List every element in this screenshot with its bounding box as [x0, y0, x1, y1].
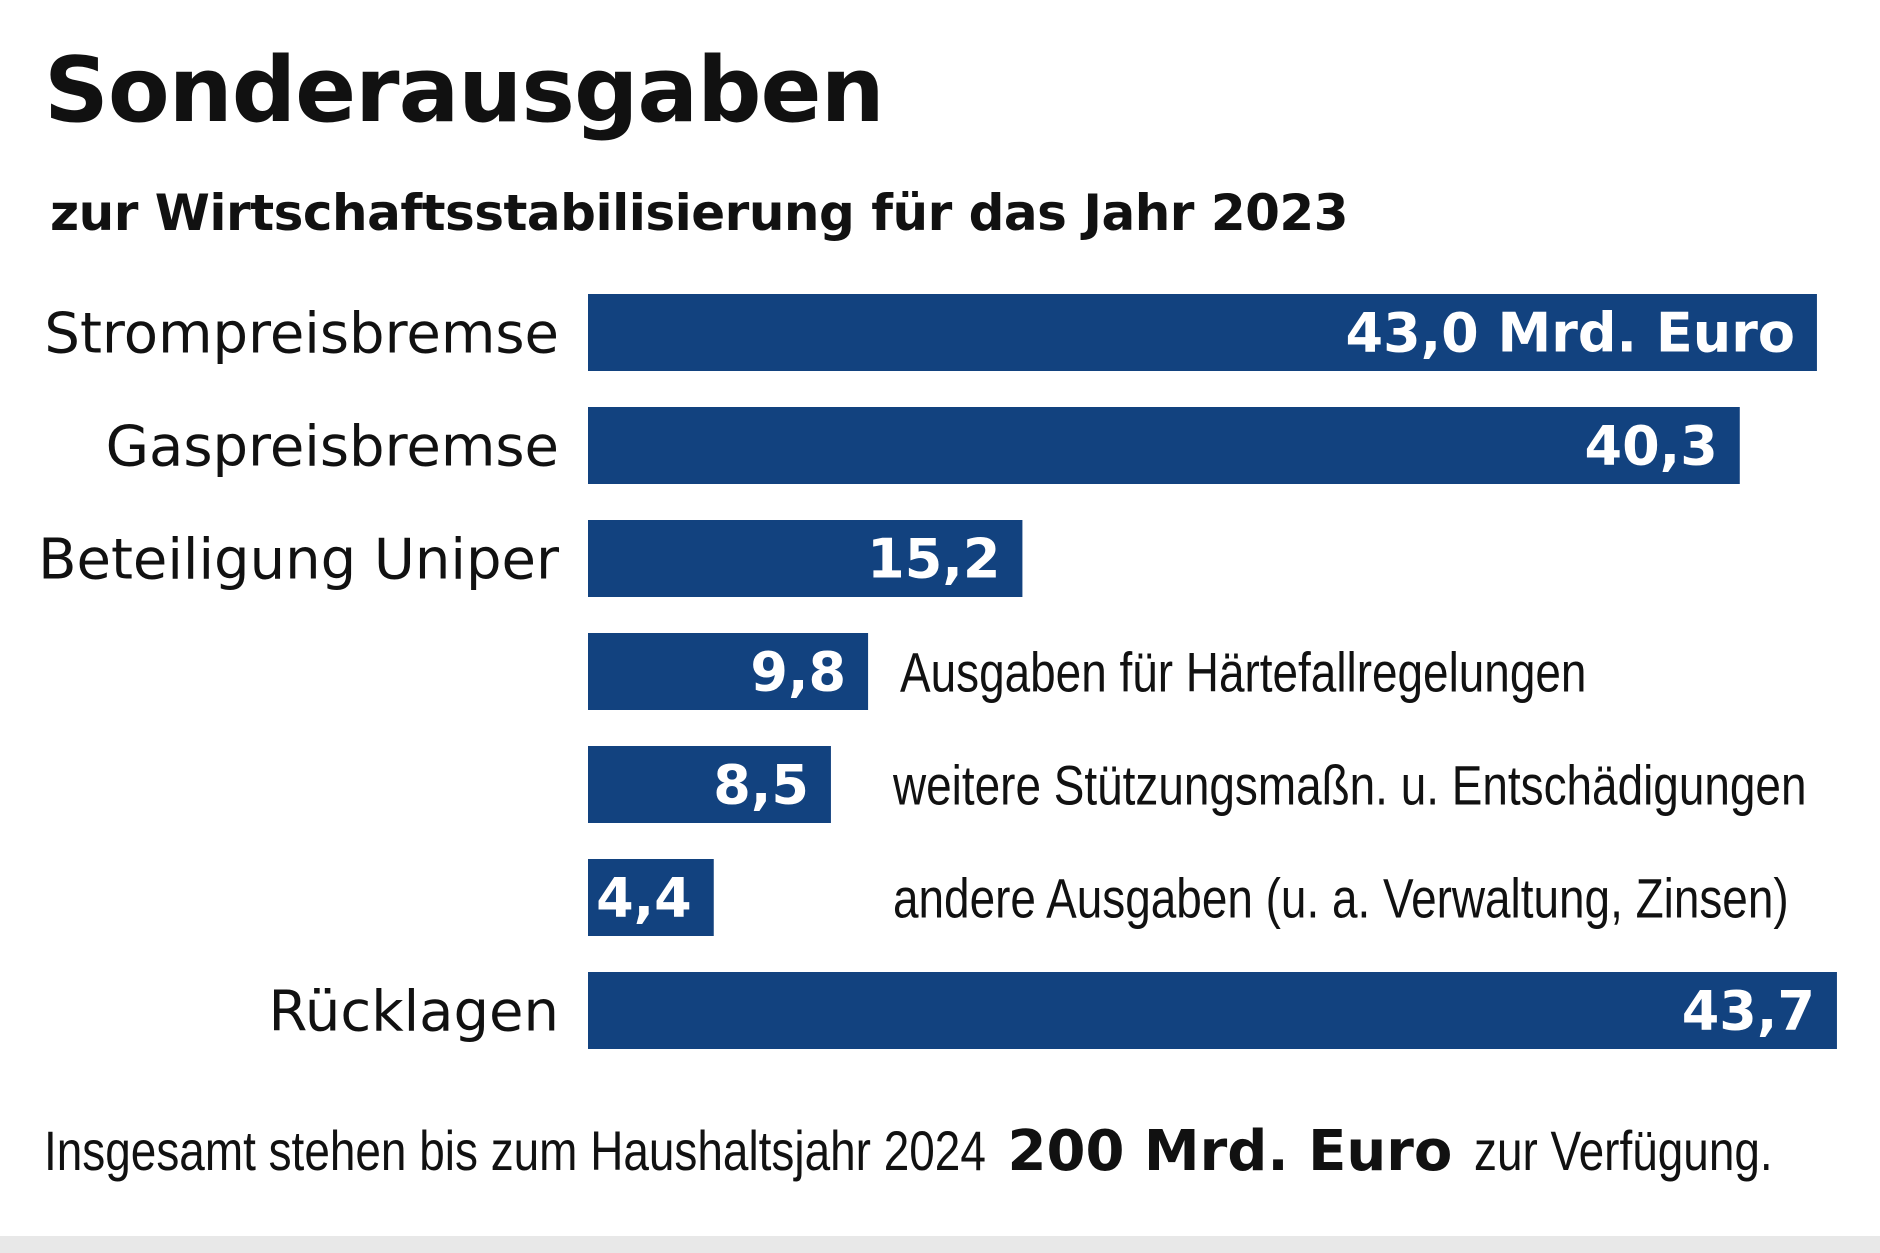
bar — [588, 859, 714, 936]
bar-value-label: 43,0 Mrd. Euro — [1346, 302, 1795, 365]
footer-note: Insgesamt stehen bis zum Haushaltsjahr 2… — [44, 1118, 1838, 1184]
bar-value-label: 43,7 — [1682, 980, 1815, 1043]
bar — [588, 520, 1023, 597]
footer-total: 200 Mrd. Euro — [1007, 1119, 1453, 1184]
category-label: Gaspreisbremse — [106, 415, 559, 480]
category-label: Beteiligung Uniper — [38, 528, 560, 593]
bar-value-label: 9,8 — [750, 641, 846, 704]
bar-value-label: 4,4 — [596, 867, 692, 930]
footer-prefix: Insgesamt stehen bis zum Haushaltsjahr 2… — [44, 1119, 986, 1182]
category-label: weitere Stützungsmaßn. u. Entschädigunge… — [892, 754, 1806, 816]
bar — [588, 633, 869, 710]
category-label: andere Ausgaben (u. a. Verwaltung, Zinse… — [893, 867, 1789, 929]
category-label: Rücklagen — [269, 980, 559, 1045]
bar-value-label: 15,2 — [867, 528, 1000, 591]
bar — [588, 746, 831, 823]
bottom-strip — [0, 1236, 1880, 1253]
category-label: Ausgaben für Härtefallregelungen — [900, 641, 1586, 703]
bar-value-label: 8,5 — [713, 754, 809, 817]
bar — [588, 407, 1740, 484]
bar-value-label: 40,3 — [1585, 415, 1718, 478]
category-label: Strompreisbremse — [44, 302, 559, 367]
chart-subtitle: zur Wirtschaftsstabilisierung für das Ja… — [50, 184, 1349, 242]
bar — [588, 972, 1837, 1049]
bar — [588, 294, 1817, 371]
chart-title: Sonderausgaben — [44, 38, 885, 143]
footer-suffix: zur Verfügung. — [1474, 1119, 1773, 1182]
